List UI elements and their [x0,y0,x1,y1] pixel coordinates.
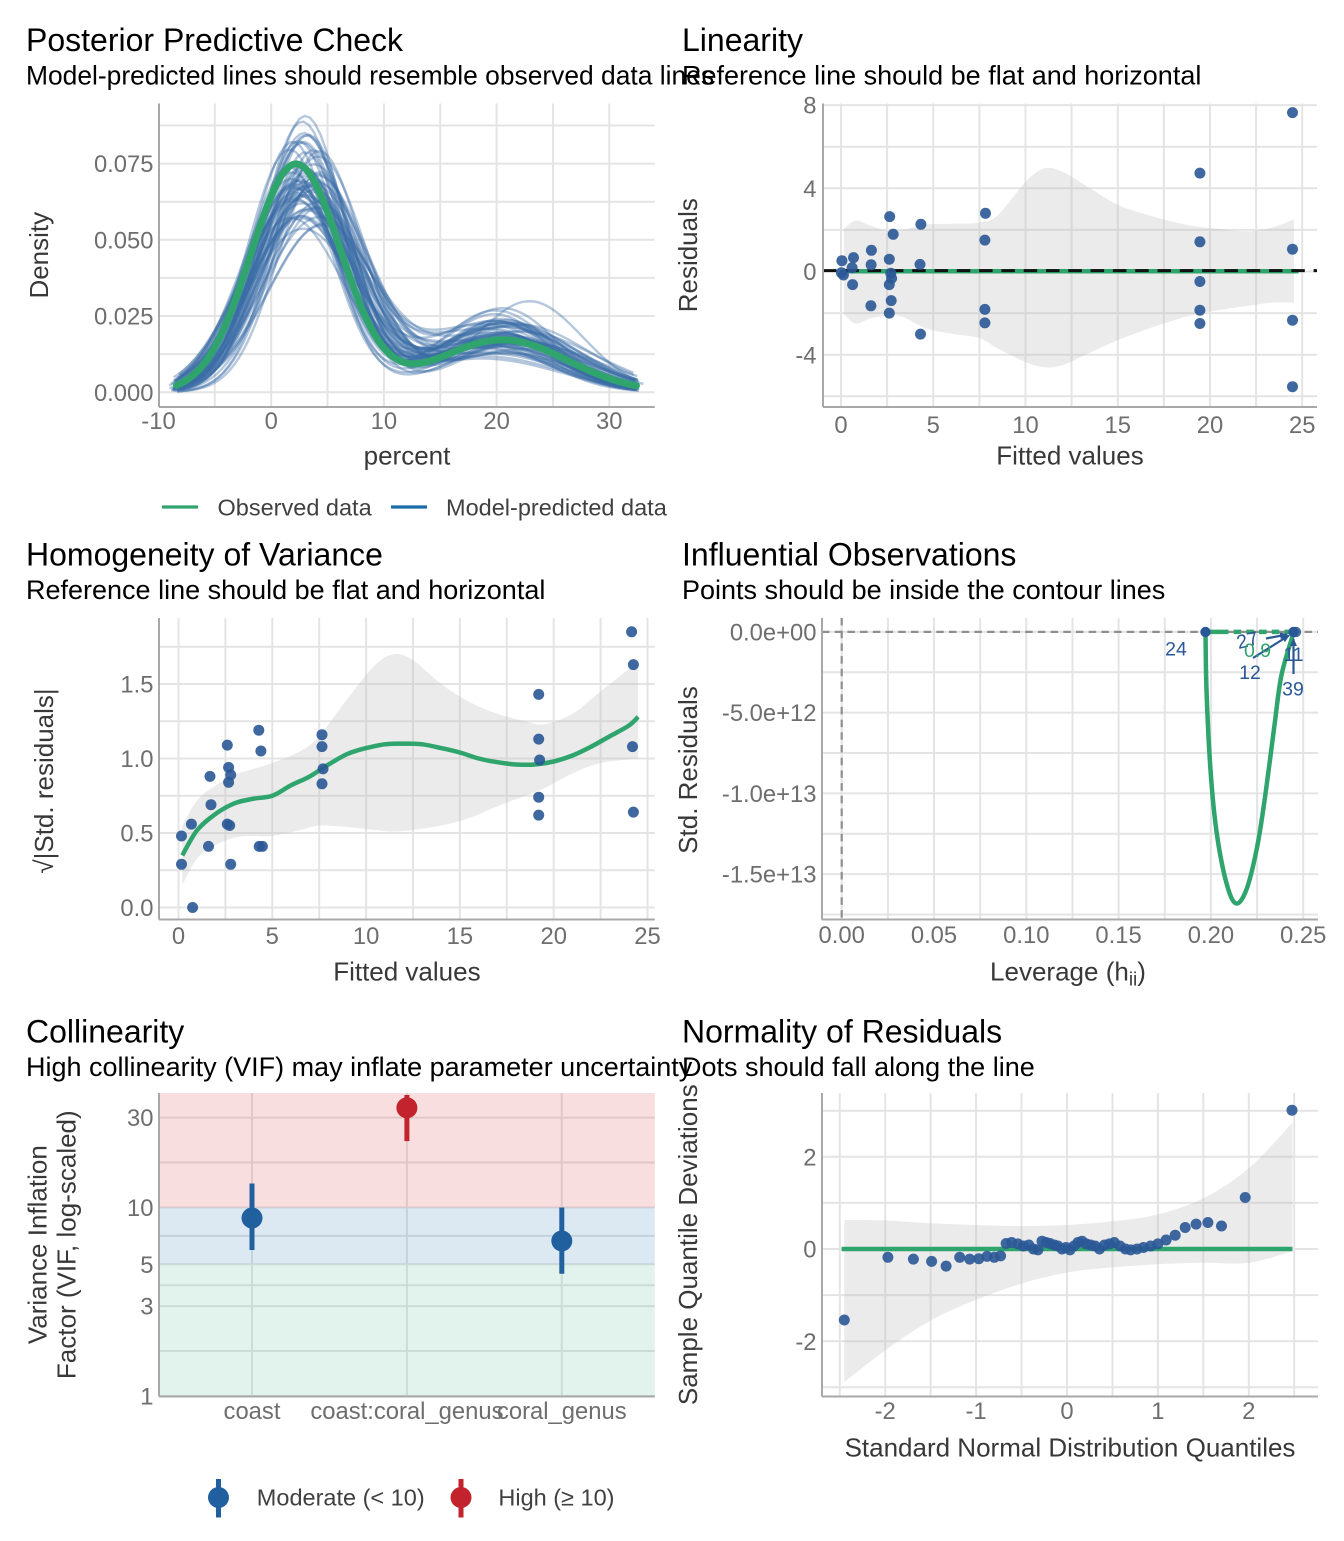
svg-text:0: 0 [834,412,847,439]
svg-text:0.000: 0.000 [94,380,154,407]
svg-text:Variance Inflation: Variance Inflation [23,1145,53,1344]
svg-text:0.20: 0.20 [1188,922,1234,949]
svg-text:0: 0 [1060,1398,1073,1425]
svg-text:Moderate (< 10): Moderate (< 10) [257,1485,425,1511]
svg-text:Residuals: Residuals [673,198,703,312]
svg-text:5: 5 [266,923,279,950]
svg-text:-1.0e+13: -1.0e+13 [722,781,817,808]
svg-text:Collinearity: Collinearity [26,1014,184,1050]
svg-text:0.15: 0.15 [1095,922,1141,949]
svg-text:Posterior Predictive Check: Posterior Predictive Check [26,22,404,58]
svg-text:0.0: 0.0 [120,895,153,922]
svg-text:0: 0 [172,923,185,950]
svg-text:0.25: 0.25 [1280,922,1326,949]
svg-text:Homogeneity of Variance: Homogeneity of Variance [26,536,383,572]
svg-text:Points should be inside the co: Points should be inside the contour line… [682,575,1165,605]
svg-text:0.10: 0.10 [1003,922,1049,949]
svg-text:20: 20 [1197,412,1223,439]
svg-text:0: 0 [265,408,278,435]
svg-text:High (≥ 10): High (≥ 10) [498,1485,614,1511]
svg-text:Linearity: Linearity [682,22,803,58]
svg-text:-1: -1 [966,1398,987,1425]
svg-text:0.050: 0.050 [94,227,154,254]
svg-text:0.0e+00: 0.0e+00 [730,619,817,646]
svg-text:-2: -2 [875,1398,896,1425]
svg-text:Model-predicted data: Model-predicted data [446,495,668,521]
svg-text:Dots should fall along the lin: Dots should fall along the line [682,1052,1035,1082]
svg-text:Reference line should be flat: Reference line should be flat and horizo… [26,575,545,605]
svg-text:24: 24 [1165,639,1187,661]
svg-text:Standard Normal Distribution Q: Standard Normal Distribution Quantiles [845,1433,1296,1463]
svg-text:Factor (VIF, log-scaled): Factor (VIF, log-scaled) [52,1110,82,1379]
svg-text:30: 30 [127,1105,153,1132]
svg-text:3: 3 [140,1294,153,1321]
svg-text:Normality of Residuals: Normality of Residuals [682,1014,1002,1050]
svg-text:1: 1 [140,1384,153,1411]
svg-text:0.9: 0.9 [1244,640,1271,662]
svg-text:0.025: 0.025 [94,304,154,331]
svg-text:25: 25 [1289,412,1315,439]
svg-text:percent: percent [364,441,451,471]
svg-text:Reference line should be flat: Reference line should be flat and horizo… [682,61,1201,91]
svg-text:1.0: 1.0 [120,746,153,773]
svg-text:-2: -2 [795,1329,816,1356]
svg-text:0: 0 [803,1237,816,1264]
svg-text:High collinearity (VIF) may in: High collinearity (VIF) may inflate para… [26,1052,693,1082]
svg-text:Std. Residuals: Std. Residuals [673,686,703,854]
svg-text:1: 1 [1151,1398,1164,1425]
svg-text:2: 2 [803,1144,816,1171]
svg-text:0.5: 0.5 [120,821,153,848]
svg-text:10: 10 [1012,412,1038,439]
svg-text:Density: Density [24,212,54,299]
svg-text:-1.5e+13: -1.5e+13 [722,862,817,889]
svg-text:Influential Observations: Influential Observations [682,536,1016,572]
svg-text:Model-predicted lines should r: Model-predicted lines should resemble ob… [26,61,714,91]
svg-text:20: 20 [483,408,509,435]
svg-text:Fitted values: Fitted values [996,441,1143,471]
svg-text:39: 39 [1282,679,1304,701]
svg-text:Sample Quantile Deviations: Sample Quantile Deviations [673,1084,703,1405]
svg-text:coast:coral_genus: coast:coral_genus [310,1398,503,1425]
svg-text:-4: -4 [795,342,816,369]
svg-text:coral_genus: coral_genus [497,1398,627,1425]
svg-text:20: 20 [540,923,566,950]
svg-text:0.00: 0.00 [819,922,865,949]
svg-text:1.5: 1.5 [120,672,153,699]
svg-text:Leverage (hii): Leverage (hii) [990,957,1146,991]
svg-text:Fitted values: Fitted values [333,957,480,987]
svg-text:15: 15 [447,923,473,950]
svg-text:11: 11 [1283,644,1303,666]
svg-text:-5.0e+12: -5.0e+12 [722,700,817,727]
svg-text:30: 30 [596,408,622,435]
svg-text:√|Std. residuals|: √|Std. residuals| [29,688,59,873]
svg-text:27: 27 [1234,627,1260,654]
svg-text:15: 15 [1105,412,1131,439]
svg-text:0: 0 [803,259,816,286]
svg-text:12: 12 [1239,662,1261,684]
svg-text:10: 10 [127,1195,153,1222]
svg-text:5: 5 [140,1252,153,1279]
svg-text:8: 8 [803,93,816,120]
svg-text:coast: coast [224,1398,281,1425]
svg-text:4: 4 [803,176,816,203]
svg-text:0.05: 0.05 [911,922,957,949]
svg-text:10: 10 [353,923,379,950]
svg-text:2: 2 [1242,1398,1255,1425]
svg-text:25: 25 [634,923,660,950]
svg-text:5: 5 [927,412,940,439]
svg-text:Observed data: Observed data [218,495,373,521]
svg-text:-10: -10 [141,408,175,435]
svg-text:0.075: 0.075 [94,151,154,178]
svg-text:10: 10 [371,408,397,435]
